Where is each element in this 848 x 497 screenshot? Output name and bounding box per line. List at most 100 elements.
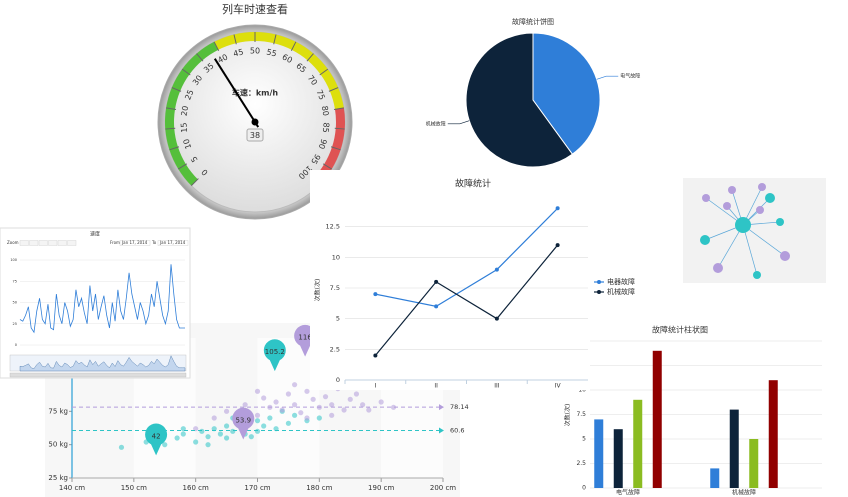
gauge-band [312, 107, 345, 186]
scatter-point [254, 412, 261, 418]
scatter-point [230, 428, 236, 434]
x-tick-label: I [374, 383, 376, 390]
y-tick-label: 0 [15, 343, 17, 347]
scatter-point [261, 423, 267, 429]
scatter-point [292, 382, 298, 388]
scatter-point [390, 404, 397, 410]
annotation-balloon [263, 339, 286, 372]
pie-slice [532, 32, 601, 155]
pie-title: 故障统计饼图 [512, 17, 554, 26]
y-tick-label: 0 [582, 485, 586, 492]
gauge-tick [334, 127, 345, 130]
pie-slice [465, 32, 574, 168]
gauge-tick [319, 68, 329, 76]
legend-symbol [597, 290, 601, 294]
x-tick-label: 190 cm [368, 484, 394, 492]
scatter-point [316, 415, 322, 421]
scatter-point [217, 431, 223, 437]
stock-bg [0, 227, 191, 379]
pie-label: 电气故障 [620, 73, 640, 80]
gauge-tick-label: 85 [321, 122, 331, 133]
network-nodes [700, 183, 790, 279]
scatter-point [310, 396, 316, 402]
from-box [119, 240, 151, 246]
scatter-point [366, 407, 372, 413]
gauge-band [165, 41, 219, 186]
y-tick-label: 5 [336, 315, 340, 323]
scatter-point [223, 435, 230, 441]
gauge-band [214, 32, 344, 110]
scatter-point [174, 435, 180, 441]
y-tick-label: 50 kg [48, 441, 68, 449]
gauge-tick [306, 53, 314, 62]
scatter-point [329, 412, 335, 418]
gauge-tick-label: 20 [180, 105, 190, 116]
gauge-tick-label: 45 [232, 47, 244, 58]
y-tick-label: 50 [13, 301, 17, 305]
gauge-tick [169, 146, 180, 151]
zoom-label: Zoom [7, 240, 19, 245]
scatter-point [223, 408, 230, 414]
x-tick-label: 170 cm [244, 484, 270, 492]
scatter-point [341, 407, 347, 413]
x-tick-label: II [434, 383, 438, 390]
scatter-point [162, 442, 168, 448]
gauge-tick [322, 163, 332, 170]
gauge-tick-label: 0 [200, 167, 210, 177]
scatter-point [211, 415, 217, 421]
annotation-balloon [145, 423, 168, 456]
y-tick-label: 5 [582, 436, 586, 443]
scatter-point [205, 434, 211, 440]
zoom-button [38, 240, 48, 246]
series-line [375, 207, 559, 308]
gauge-tick [165, 127, 176, 130]
gauge-tick [328, 87, 339, 92]
y-tick-label: 10 [332, 253, 340, 261]
scatter-point [193, 439, 199, 445]
gauge-tick [233, 34, 237, 45]
gauge-tick-label: 75 [314, 88, 326, 101]
pie-connector [447, 120, 470, 125]
gauge-value: 38 [250, 131, 260, 140]
x-tick-label: 150 cm [121, 484, 147, 492]
bar [613, 429, 623, 488]
scatter-point [267, 415, 273, 421]
pie-connector [596, 75, 619, 80]
series-marker [434, 304, 439, 309]
scatter-point [292, 412, 298, 418]
series-marker [555, 243, 560, 248]
bar [729, 409, 739, 488]
gauge-tick [191, 178, 199, 186]
series-marker [373, 292, 378, 297]
pie-label: 机械故障 [426, 120, 446, 127]
scatter-point [285, 391, 292, 397]
scatter-point [347, 396, 353, 402]
x-tick-label: 140 cm [59, 484, 85, 492]
bar [710, 468, 720, 488]
x-tick-label: 160 cm [183, 484, 209, 492]
bar-title: 故障统计柱状图 [652, 325, 708, 335]
stock-line [19, 264, 185, 334]
zoom-button [29, 240, 39, 246]
gauge-needle [213, 58, 260, 128]
gauge-label: 车速：km/h [232, 88, 279, 98]
gauge-tick-label: 40 [216, 52, 229, 65]
series-marker [434, 279, 439, 284]
gauge-tick-label: 90 [317, 138, 329, 150]
scatter-point [254, 418, 261, 424]
scatter-point [261, 395, 267, 401]
gauge-tick-label: 15 [179, 122, 189, 133]
bar [768, 380, 778, 488]
scatter-point [279, 407, 285, 413]
annotation-label: 53.9 [235, 416, 251, 424]
plot-line-arrow [439, 404, 444, 411]
scatter-point [223, 423, 230, 429]
scatter-point [180, 431, 186, 437]
y-tick-label: 25 kg [48, 474, 68, 482]
annotation-label: 42 [152, 432, 161, 440]
